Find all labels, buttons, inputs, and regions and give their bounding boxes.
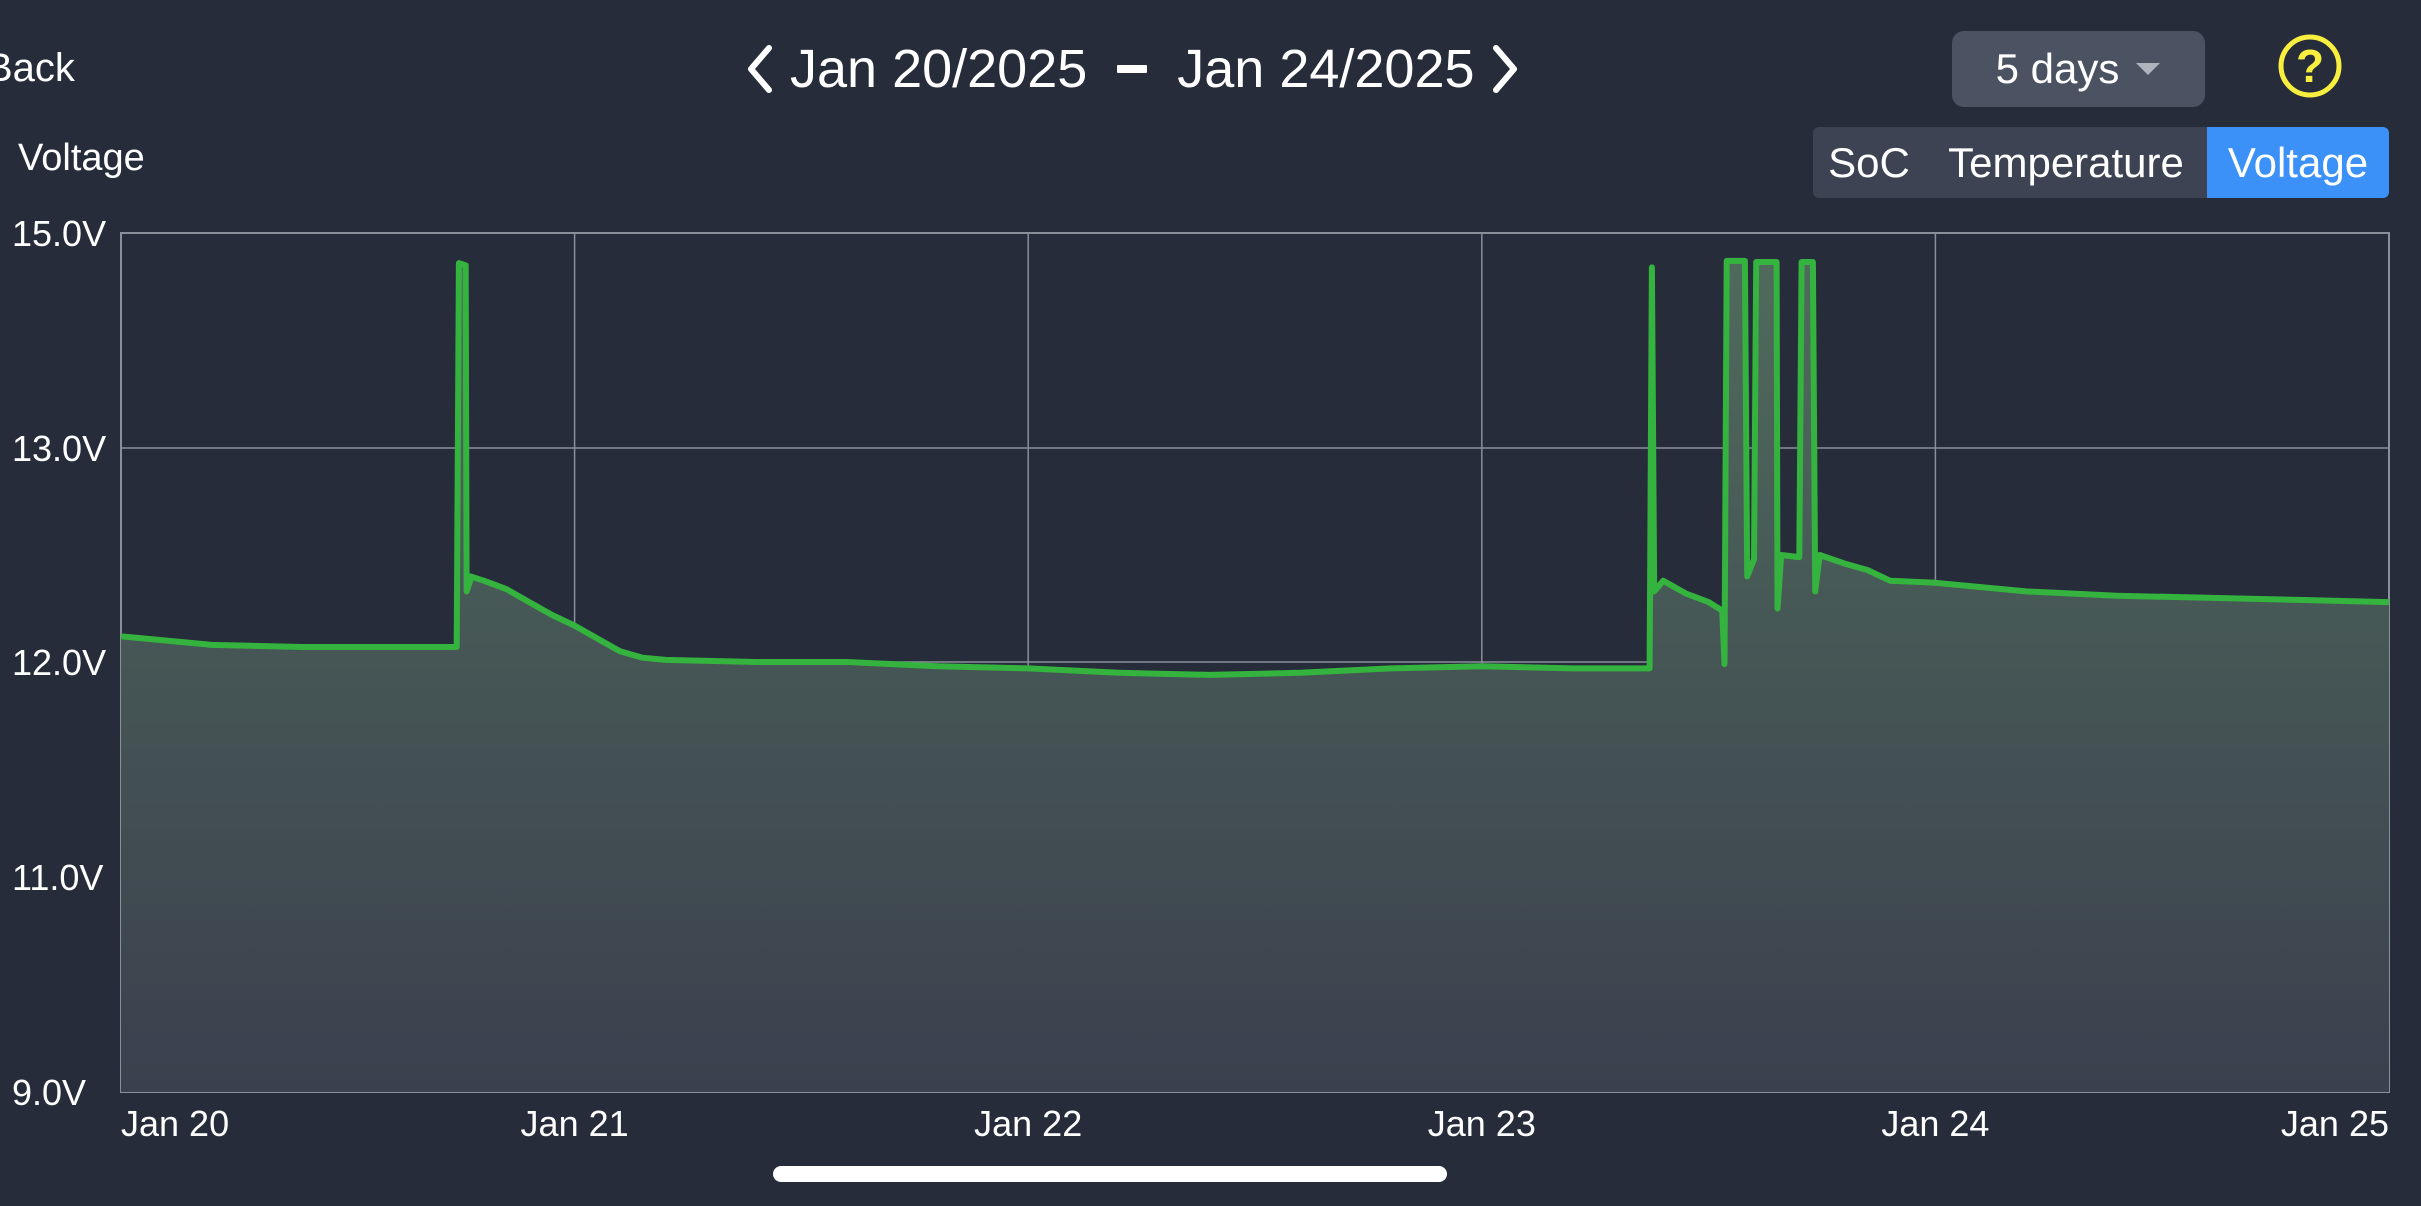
y-tick-label: 9.0V	[12, 1072, 86, 1113]
range-dropdown-value: 5 days	[1995, 45, 2120, 92]
voltage-line	[120, 257, 2390, 678]
y-axis: 15.0V 13.0V 12.0V 11.0V 9.0V	[12, 213, 106, 1113]
metric-segmented-control: SoC Temperature Voltage	[1813, 127, 2389, 198]
x-tick-label: Jan 23	[1428, 1103, 1536, 1144]
range-dropdown[interactable]: 5 days	[1952, 31, 2205, 107]
chart-title: Voltage	[18, 137, 145, 179]
y-tick-label: 13.0V	[12, 428, 106, 469]
home-indicator[interactable]	[773, 1166, 1447, 1182]
prev-range-button[interactable]	[730, 34, 790, 104]
y-tick-label: 12.0V	[12, 642, 106, 683]
help-button[interactable]: ?	[2278, 34, 2342, 98]
chevron-left-icon	[748, 45, 772, 93]
x-axis: Jan 20 Jan 21 Jan 22 Jan 23 Jan 24 Jan 25	[121, 1103, 2389, 1144]
back-button[interactable]: Back	[0, 46, 75, 90]
x-tick-label: Jan 22	[974, 1103, 1082, 1144]
tab-temperature[interactable]: Temperature	[1925, 127, 2207, 198]
date-separator	[1117, 65, 1148, 73]
help-icon	[2278, 34, 2342, 98]
chevron-right-icon	[1492, 45, 1517, 93]
help-symbol: ?	[2296, 40, 2324, 92]
x-tick-label: Jan 20	[121, 1103, 229, 1144]
caret-down-icon	[2136, 63, 2161, 75]
y-tick-label: 15.0V	[12, 213, 106, 254]
end-date: Jan 24/2025	[1177, 39, 1475, 99]
x-tick-label: Jan 24	[1881, 1103, 1989, 1144]
x-tick-label: Jan 25	[2281, 1103, 2389, 1144]
y-tick-label: 11.0V	[12, 857, 103, 898]
date-range-nav: Jan 20/2025 Jan 24/2025	[730, 34, 1535, 104]
next-range-button[interactable]	[1475, 34, 1535, 104]
tab-voltage[interactable]: Voltage	[2207, 127, 2389, 198]
start-date: Jan 20/2025	[790, 39, 1088, 99]
tab-soc[interactable]: SoC	[1813, 127, 1925, 198]
x-tick-label: Jan 21	[521, 1103, 629, 1144]
series-layer	[120, 257, 2390, 1092]
